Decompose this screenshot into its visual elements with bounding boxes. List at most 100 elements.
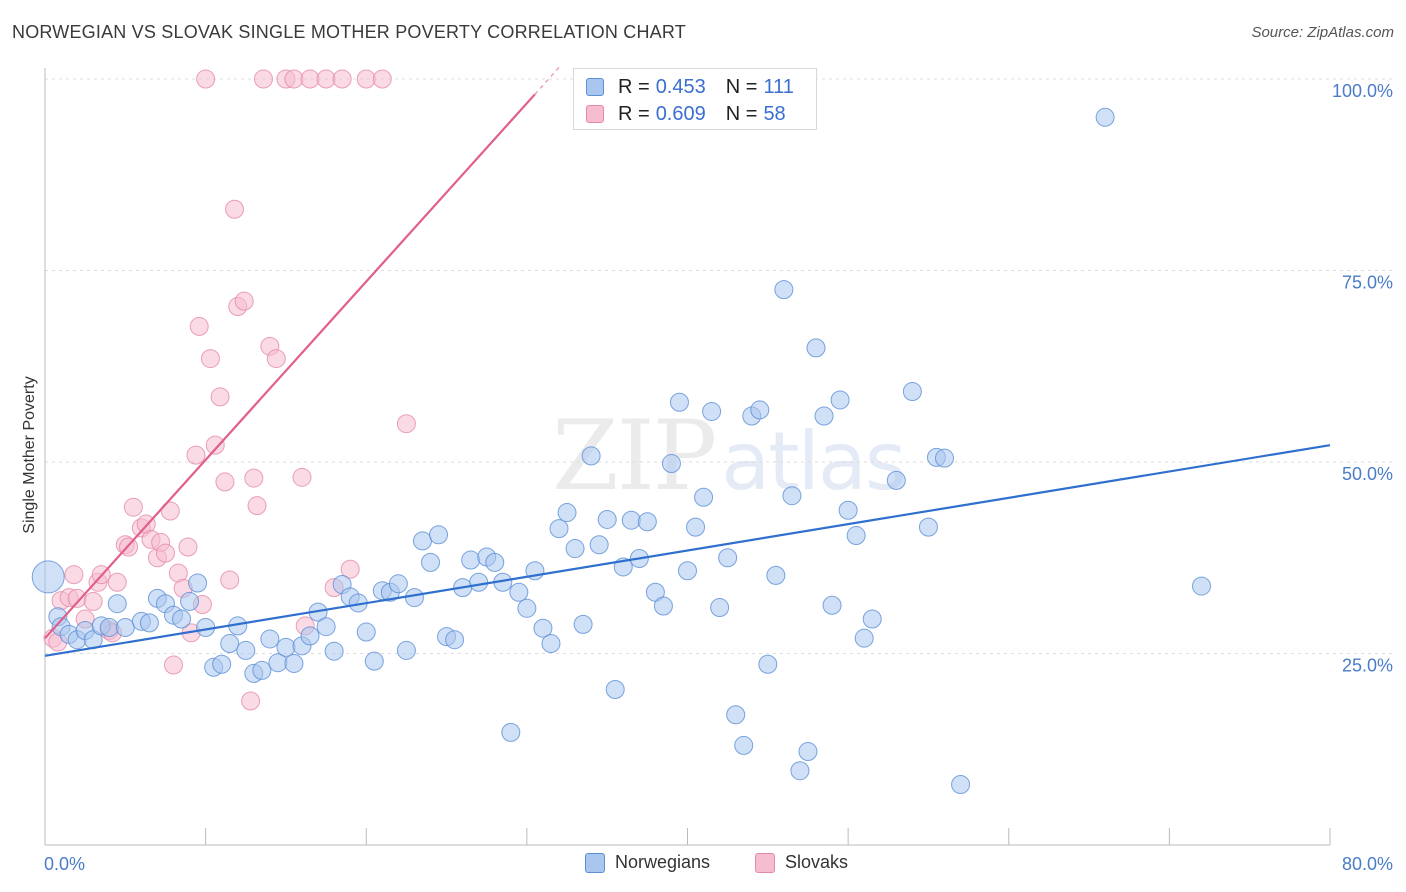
point-norwegians: [445, 630, 465, 650]
series-legend-norwegians[interactable]: Norwegians: [585, 852, 710, 873]
point-norwegians: [541, 634, 561, 654]
point-norwegians: [557, 503, 577, 523]
trend-line-norwegians: [44, 444, 1331, 657]
point-norwegians: [694, 487, 714, 507]
point-norwegians: [1192, 576, 1211, 596]
point-slovaks: [123, 497, 143, 517]
point-norwegians: [678, 561, 697, 581]
legend-n-label: N =: [725, 102, 758, 125]
point-norwegians: [838, 500, 858, 520]
point-norwegians: [726, 705, 746, 725]
point-norwegians: [316, 617, 336, 637]
legend-row-slovaks: R = 0.609 N = 58: [586, 103, 786, 125]
point-slovaks: [234, 291, 254, 311]
point-norwegians: [429, 525, 449, 545]
point-norwegians: [814, 406, 834, 426]
point-norwegians: [702, 401, 722, 421]
point-slovaks: [284, 69, 304, 89]
point-norwegians: [533, 618, 553, 638]
stats-legend: R = 0.453 N = 111 R = 0.609 N = 58: [573, 68, 817, 130]
point-norwegians: [565, 539, 585, 559]
point-norwegians: [139, 613, 159, 633]
point-slovaks: [220, 570, 240, 590]
point-norwegians: [107, 594, 127, 614]
point-norwegians: [790, 761, 810, 781]
point-norwegians: [806, 338, 826, 358]
y-tick-label: 75.0%: [1342, 273, 1393, 293]
point-slovaks: [164, 655, 183, 675]
point-norwegians: [573, 614, 593, 634]
point-norwegians: [220, 634, 240, 654]
point-norwegians: [951, 774, 971, 794]
point-norwegians: [750, 400, 770, 420]
point-norwegians: [935, 448, 954, 468]
point-norwegians: [501, 722, 521, 742]
point-norwegians: [461, 550, 481, 570]
point-slovaks: [300, 69, 320, 89]
legend-n-value: 58: [763, 102, 786, 125]
point-slovaks: [160, 501, 180, 521]
point-slovaks: [241, 691, 261, 711]
point-norwegians: [782, 486, 802, 506]
point-norwegians: [822, 595, 842, 615]
point-slovaks: [396, 414, 416, 434]
trend-line-slovaks: [44, 93, 536, 639]
point-slovaks: [316, 69, 336, 89]
point-slovaks: [83, 591, 103, 611]
legend-swatch-norwegians: [586, 78, 604, 96]
point-norwegians: [1095, 107, 1115, 127]
point-slovaks: [332, 69, 352, 89]
point-norwegians: [388, 574, 408, 594]
point-norwegians: [260, 629, 280, 649]
point-norwegians: [637, 512, 657, 532]
point-norwegians: [115, 617, 135, 637]
point-norwegians: [661, 454, 681, 474]
point-norwegians: [710, 598, 730, 618]
legend-n-value: 111: [763, 75, 794, 98]
point-slovaks: [64, 565, 84, 585]
point-norwegians: [172, 609, 192, 629]
point-slovaks: [244, 468, 264, 488]
point-slovaks: [178, 537, 198, 557]
point-norwegians: [421, 552, 440, 572]
point-norwegians: [886, 470, 906, 490]
point-norwegians: [605, 680, 625, 700]
series-label-slovaks: Slovaks: [785, 852, 849, 872]
point-norwegians: [284, 653, 304, 673]
point-norwegians: [404, 588, 424, 608]
point-norwegians: [31, 560, 65, 594]
point-slovaks: [225, 199, 245, 219]
point-norwegians: [396, 640, 416, 660]
point-slovaks: [356, 69, 376, 89]
point-norwegians: [517, 598, 537, 618]
series-legend-slovaks[interactable]: Slovaks: [755, 852, 848, 873]
point-norwegians: [653, 596, 673, 616]
point-norwegians: [918, 517, 938, 537]
series-swatch-norwegians: [585, 852, 605, 873]
point-norwegians: [236, 640, 256, 660]
series-legend: Norwegians Slovaks: [0, 852, 1406, 876]
x-tick-label: 80.0%: [1342, 854, 1393, 874]
source-label: Source: ZipAtlas.com: [1251, 24, 1394, 41]
point-norwegians: [99, 617, 119, 637]
point-norwegians: [718, 548, 738, 568]
point-slovaks: [107, 572, 127, 592]
point-norwegians: [862, 609, 882, 629]
point-slovaks: [266, 349, 286, 369]
point-norwegians: [364, 651, 384, 671]
point-norwegians: [276, 637, 296, 657]
point-norwegians: [549, 519, 569, 539]
point-norwegians: [188, 573, 208, 593]
point-norwegians: [830, 390, 850, 410]
legend-swatch-slovaks: [586, 105, 604, 123]
point-norwegians: [798, 742, 818, 762]
series-swatch-slovaks: [755, 852, 775, 873]
point-slovaks: [200, 349, 220, 369]
point-slovaks: [253, 69, 273, 89]
legend-r-value: 0.453: [655, 75, 706, 98]
point-norwegians: [774, 280, 794, 300]
point-norwegians: [252, 660, 272, 680]
point-norwegians: [846, 526, 866, 546]
legend-n-label: N =: [725, 75, 758, 98]
